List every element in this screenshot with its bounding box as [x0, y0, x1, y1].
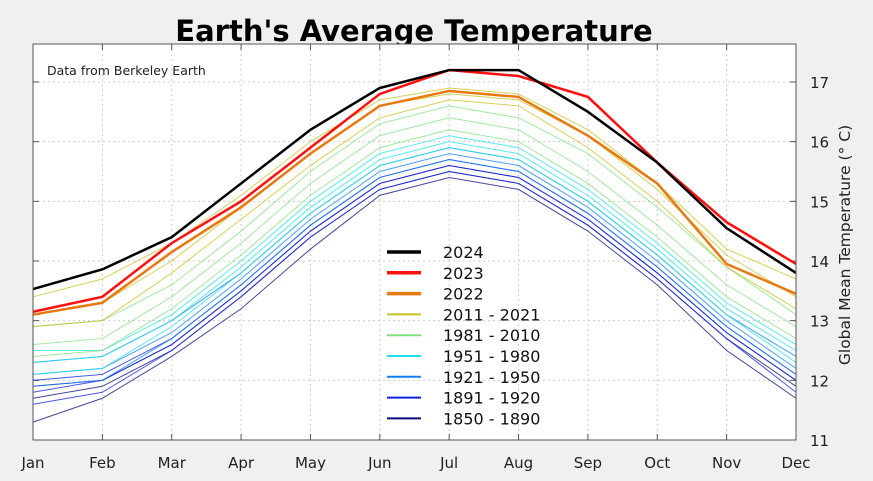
x-tick-label: Mar [158, 454, 187, 472]
legend-label: 2023 [443, 264, 484, 283]
series-line-1951-1980 [33, 135, 797, 351]
x-tick-label: Apr [228, 454, 255, 472]
x-tick-label: Jul [439, 454, 458, 472]
y-tick-label: 17 [810, 74, 829, 92]
legend-label: 1891 - 1920 [443, 389, 540, 408]
x-tick-label: Aug [504, 454, 533, 472]
x-tick-label: May [295, 454, 326, 472]
series-line-1921-1950 [32, 153, 797, 375]
plot-frame [32, 43, 797, 441]
series-line-2011-2021 [32, 99, 797, 328]
legend-label: 1850 - 1890 [443, 409, 540, 428]
series-line-1891-1920 [32, 165, 797, 393]
legend-label: 1951 - 1980 [443, 347, 540, 366]
series-line-2022 [32, 89, 797, 316]
series-line-1921-1950 [32, 159, 797, 387]
y-tick-label: 13 [810, 313, 829, 331]
series-line-2011-2021 [32, 87, 797, 298]
legend-label: 1981 - 2010 [443, 326, 540, 345]
x-tick-label: Oct [644, 454, 670, 472]
y-axis-label: Global Mean Temperature (° C) [836, 125, 854, 365]
series-line-1951-1980 [32, 147, 797, 375]
x-tick-label: Nov [712, 454, 741, 472]
y-tick-label: 16 [810, 134, 829, 152]
x-tick-label: Sep [574, 454, 602, 472]
y-tick-label: 12 [810, 372, 829, 390]
y-tick-label: 15 [810, 193, 829, 211]
x-tick-label: Jan [20, 454, 44, 472]
x-tick-label: Dec [781, 454, 810, 472]
legend-label: 1921 - 1950 [443, 368, 540, 387]
legend-label: 2011 - 2021 [443, 305, 540, 324]
series-line-1981-2010 [32, 117, 797, 346]
chart-title: Earth's Average Temperature [175, 14, 653, 48]
series-line-2024 [32, 68, 797, 291]
y-tick-label: 11 [810, 432, 829, 450]
series-line-1891-1920 [32, 170, 797, 405]
source-annotation: Data from Berkeley Earth [47, 63, 206, 78]
series-line-1850-1890 [32, 176, 797, 423]
series-line-2011-2021 [32, 93, 797, 316]
y-tick-label: 14 [810, 253, 829, 271]
series-line-1981-2010 [32, 105, 797, 328]
x-tick-label: Jun [367, 454, 391, 472]
series-line-1981-2010 [32, 129, 797, 357]
legend-label: 2024 [443, 243, 484, 262]
series-line-1951-1980 [32, 141, 797, 363]
legend-label: 2022 [443, 285, 484, 304]
x-tick-label: Feb [89, 454, 116, 472]
